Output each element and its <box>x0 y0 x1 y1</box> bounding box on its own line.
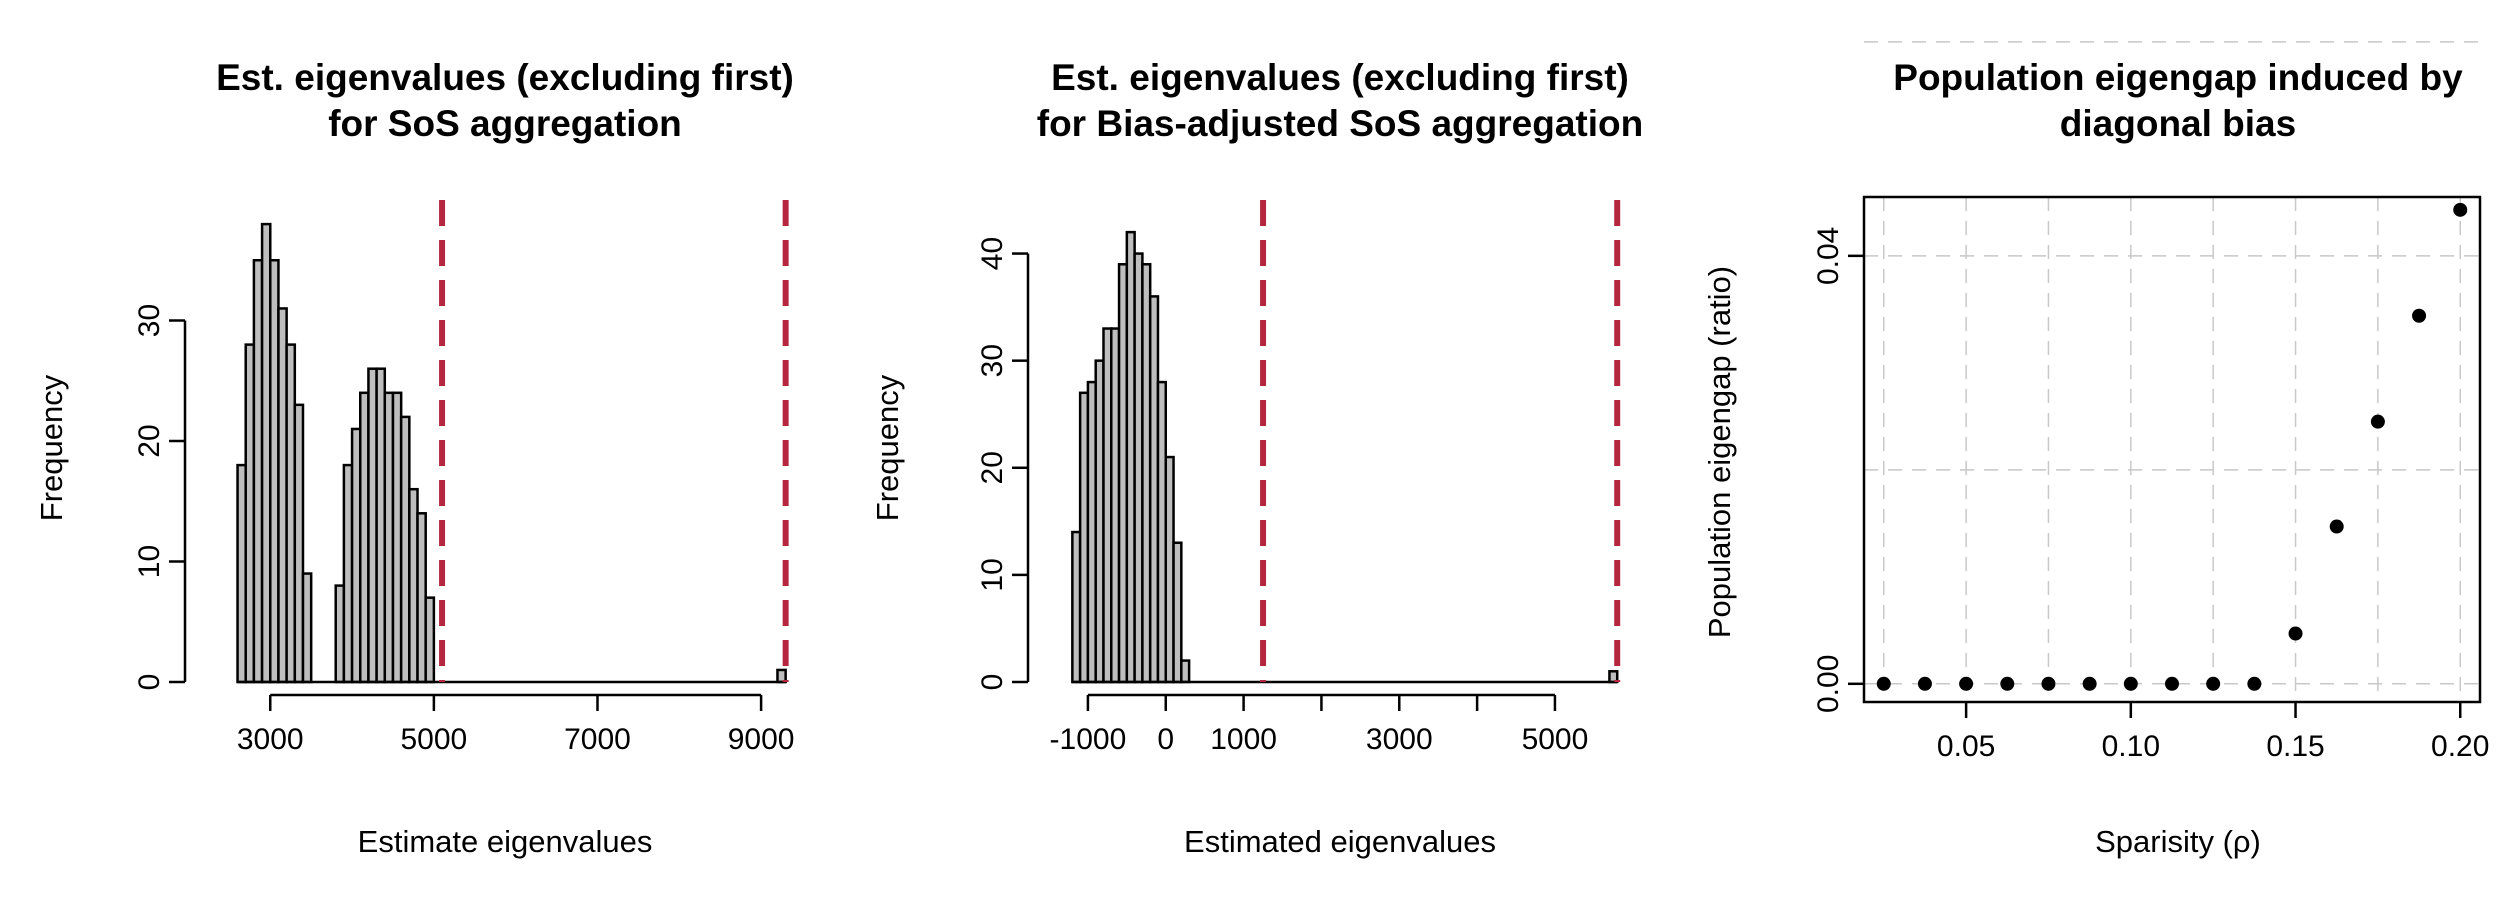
x-tick-label: -1000 <box>1050 723 1127 756</box>
data-point <box>2288 626 2303 641</box>
chart-title-line: for SoS aggregation <box>328 103 682 144</box>
data-point <box>1959 676 1974 691</box>
chart-panel-2: Est. eigenvalues (excluding first) for Bi… <box>870 57 1643 859</box>
x-tick-label: 0.20 <box>2431 730 2489 763</box>
x-tick-label: 0.05 <box>1937 730 1995 763</box>
y-axis-label: Frequency <box>870 374 905 521</box>
data-point <box>2329 519 2344 534</box>
x-axis-label: Estimate eigenvalues <box>358 824 653 859</box>
x-tick-label: 1000 <box>1210 723 1277 756</box>
data-point <box>2247 676 2262 691</box>
data-point <box>2165 676 2179 691</box>
histogram-bar <box>1180 659 1191 684</box>
x-tick-label: 7000 <box>564 723 631 756</box>
y-tick-label: 10 <box>133 545 166 578</box>
x-tick-label: 5000 <box>1522 723 1589 756</box>
y-tick-label: 30 <box>133 304 166 337</box>
y-tick-label: 0 <box>976 674 1009 691</box>
chart-title-line: for Bias-adjusted SoS aggregation <box>1037 103 1643 144</box>
histogram-bar <box>424 596 436 684</box>
x-tick-label: 9000 <box>728 723 795 756</box>
data-point <box>2370 414 2385 429</box>
y-axis-label: Population eigengap (ratio) <box>1702 266 1737 638</box>
x-axis-label: Estimated eigenvalues <box>1184 824 1496 859</box>
data-point <box>2123 676 2138 691</box>
histogram-bar <box>301 572 313 684</box>
x-tick-label: 0 <box>1157 723 1174 756</box>
y-tick-label: 40 <box>976 237 1009 270</box>
chart-panel-1: Est. eigenvalues (excluding first) for So… <box>34 57 794 859</box>
y-axis-label: Frequency <box>34 374 69 521</box>
y-tick-label: 20 <box>133 424 166 457</box>
y-tick-label: 0.04 <box>1812 227 1845 285</box>
data-point <box>2000 676 2015 691</box>
y-tick-label: 20 <box>976 451 1009 484</box>
x-tick-label: 0.10 <box>2102 730 2160 763</box>
chart-title-line: Population eigengap induced by <box>1893 57 2463 98</box>
x-tick-label: 3000 <box>1366 723 1433 756</box>
data-point <box>2082 676 2097 691</box>
y-tick-label: 0 <box>133 674 166 691</box>
x-tick-label: 3000 <box>237 723 304 756</box>
data-point <box>1917 676 1932 691</box>
plot-frame <box>1862 195 2482 704</box>
y-tick-label: 10 <box>976 558 1009 591</box>
chart-title-line: Est. eigenvalues (excluding first) <box>1051 57 1629 98</box>
x-tick-label: 5000 <box>401 723 468 756</box>
data-point <box>1876 676 1891 691</box>
x-tick-label: 0.15 <box>2266 730 2324 763</box>
data-point <box>2453 202 2468 217</box>
chart-panel-3: Population eigengap induced by diagonal b… <box>1702 41 2489 859</box>
chart-title-line: Est. eigenvalues (excluding first) <box>216 57 794 98</box>
y-tick-label: 30 <box>976 344 1009 377</box>
data-point <box>2041 676 2056 691</box>
data-point <box>2206 676 2221 691</box>
chart-title-line: diagonal bias <box>2060 103 2296 144</box>
y-tick-label: 0.00 <box>1812 655 1845 713</box>
x-axis-label: Sparisity (ρ) <box>2095 824 2261 859</box>
data-point <box>2412 308 2427 323</box>
